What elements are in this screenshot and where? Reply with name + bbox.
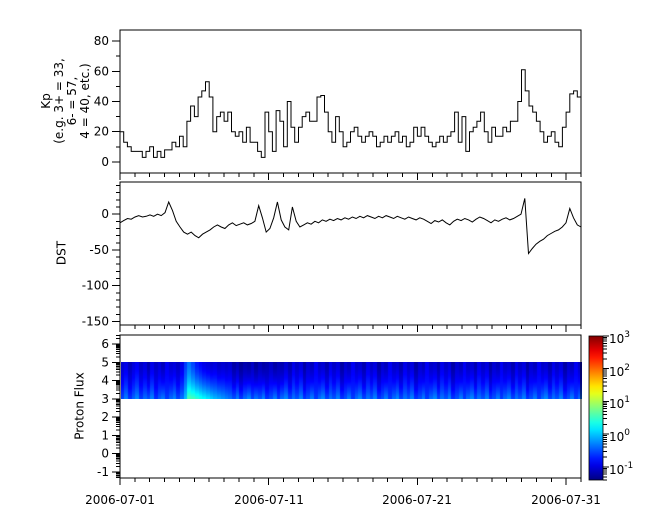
dst-axis-label: DST xyxy=(54,240,69,266)
y-tick-labels: 0 20 40 60 80 0 -50 -100 -150 -1 0 1 2 3 4 5 6 xyxy=(82,34,109,479)
dst-series-line xyxy=(119,198,582,255)
colorbar-tick-label: 10-1 xyxy=(609,461,634,477)
y-tick-label: 80 xyxy=(94,34,109,48)
axis-label-line: 4 = 40, etc.) xyxy=(78,63,92,139)
y-tick-label: 20 xyxy=(94,125,109,139)
x-tick-label-jul01: 2006-07-01 xyxy=(85,493,155,507)
y-tick-label: 60 xyxy=(94,64,109,78)
x-tick-label-jul11: 2006-07-11 xyxy=(234,493,304,507)
colorbar-tick-label: 100 xyxy=(609,428,631,444)
kp-panel xyxy=(112,29,582,180)
x-tick-label-jul31: 2006-07-31 xyxy=(531,493,601,507)
y-tick-label: 3 xyxy=(101,392,109,406)
y-tick-label: -150 xyxy=(82,314,109,328)
y-tick-label: -1 xyxy=(97,465,109,479)
y-tick-label: -100 xyxy=(82,279,109,293)
colorbar-gradient xyxy=(588,335,604,481)
y-tick-label: 40 xyxy=(94,95,109,109)
kp-series-line xyxy=(120,69,581,158)
axis-label-line: Proton Flux xyxy=(72,372,87,440)
y-tick-label: 2 xyxy=(101,410,109,424)
y-tick-label: 0 xyxy=(101,447,109,461)
y-tick-label: 1 xyxy=(101,428,109,442)
y-tick-label: 0 xyxy=(101,155,109,169)
y-tick-label: 4 xyxy=(101,374,109,388)
axis-label-line: DST xyxy=(54,240,69,266)
x-tick-label-jul21: 2006-07-21 xyxy=(382,493,452,507)
axes xyxy=(112,29,582,485)
y-tick-label: 0 xyxy=(101,207,109,221)
colorbar-ticks xyxy=(603,335,609,481)
proton_flux-panel xyxy=(112,334,582,485)
colorbar-tick-label: 101 xyxy=(609,395,631,411)
proton-flux-heatmap xyxy=(121,362,582,399)
colorbar-tick-label: 102 xyxy=(609,363,631,379)
y-tick-label: 6 xyxy=(101,337,109,351)
colorbar-tick-label: 103 xyxy=(609,330,631,346)
colorbar xyxy=(588,335,609,481)
proton-flux-axis-label: Proton Flux xyxy=(72,372,87,440)
dst-panel xyxy=(112,181,582,332)
y-tick-label: -50 xyxy=(89,243,109,257)
kp-axis-label: Kp (e.g. 3+ = 33, 6- = 57, 4 = 40, etc.) xyxy=(39,58,92,144)
y-tick-label: 5 xyxy=(101,355,109,369)
